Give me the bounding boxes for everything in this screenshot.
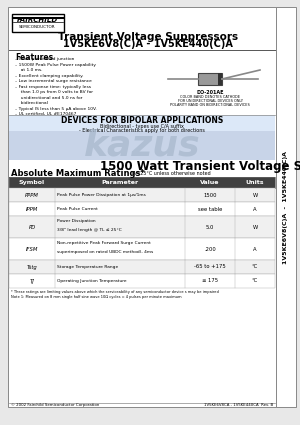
Text: – Typical IS less than 5 µA above 10V.: – Typical IS less than 5 µA above 10V. — [15, 107, 97, 110]
Text: – Fast response time: typically less: – Fast response time: typically less — [15, 85, 91, 88]
Text: W: W — [252, 193, 258, 198]
Bar — [9, 131, 275, 160]
Text: Value: Value — [200, 180, 220, 185]
Text: .200: .200 — [204, 246, 216, 252]
Text: FOR UNIDIRECTIONAL DEVICES ONLY: FOR UNIDIRECTIONAL DEVICES ONLY — [178, 99, 242, 103]
Text: COLOR BAND DENOTES CATHODE: COLOR BAND DENOTES CATHODE — [180, 95, 240, 99]
Bar — [9, 202, 275, 216]
Bar — [198, 73, 222, 85]
Text: °C: °C — [252, 278, 258, 283]
Text: Non-repetitive Peak Forward Surge Current: Non-repetitive Peak Forward Surge Curren… — [57, 241, 151, 245]
Text: at 1.0 ms.: at 1.0 ms. — [18, 68, 43, 72]
Text: © 2002 Fairchild Semiconductor Corporation: © 2002 Fairchild Semiconductor Corporati… — [11, 403, 99, 407]
Bar — [218, 73, 222, 85]
Text: Operating Junction Temperature: Operating Junction Temperature — [57, 279, 127, 283]
Text: unidirectional and 5.0 ns for: unidirectional and 5.0 ns for — [18, 96, 83, 99]
Text: W: W — [252, 224, 258, 230]
Text: Absolute Maximum Ratings*: Absolute Maximum Ratings* — [11, 168, 145, 178]
Bar — [9, 202, 275, 216]
Text: DO-201AE: DO-201AE — [196, 90, 224, 95]
Bar — [9, 188, 275, 202]
Text: PPPM: PPPM — [25, 193, 39, 198]
Text: 3/8" lead length @ TL ≤ 25°C: 3/8" lead length @ TL ≤ 25°C — [57, 228, 122, 232]
Text: – 1500W Peak Pulse Power capability: – 1500W Peak Pulse Power capability — [15, 62, 96, 66]
Text: than 1.0 ps from 0 volts to BV for: than 1.0 ps from 0 volts to BV for — [18, 90, 93, 94]
Text: POLARITY BAND ON BIDIRECTIONAL DEVICES: POLARITY BAND ON BIDIRECTIONAL DEVICES — [170, 103, 250, 107]
Text: Symbol: Symbol — [19, 180, 45, 185]
Text: * These ratings are limiting values above which the serviceability of any semico: * These ratings are limiting values abov… — [11, 290, 219, 294]
Text: 1V5KE6V8CA - 1V5KE440CA  Rev. B: 1V5KE6V8CA - 1V5KE440CA Rev. B — [204, 403, 273, 407]
Text: – UL certified, UL #E170467: – UL certified, UL #E170467 — [15, 112, 76, 116]
Bar — [9, 274, 275, 288]
Text: 5.0: 5.0 — [206, 224, 214, 230]
Bar — [9, 188, 275, 202]
Text: 1V5KE6V8(C)A  -  1V5KE440(C)A: 1V5KE6V8(C)A - 1V5KE440(C)A — [284, 150, 289, 264]
Text: – Glass passivated junction: – Glass passivated junction — [15, 57, 74, 61]
Bar — [9, 260, 275, 274]
Bar — [9, 274, 275, 288]
Bar — [9, 216, 275, 238]
Text: Parameter: Parameter — [101, 180, 139, 185]
Text: Peak Pulse Current: Peak Pulse Current — [57, 207, 98, 211]
Text: IFSM: IFSM — [26, 246, 38, 252]
Text: Note 1: Measured on 8 mm single half sine wave 10Ω cycles = 4 pulses per minute : Note 1: Measured on 8 mm single half sin… — [11, 295, 181, 299]
Text: 1V5KE6V8(C)A - 1V5KE440(C)A: 1V5KE6V8(C)A - 1V5KE440(C)A — [63, 39, 233, 49]
Bar — [8, 7, 276, 407]
Text: – Excellent clamping capability.: – Excellent clamping capability. — [15, 74, 83, 77]
Bar — [9, 238, 275, 260]
Text: IPPM: IPPM — [26, 207, 38, 212]
Text: TJ: TJ — [30, 278, 34, 283]
Text: TA=25°C unless otherwise noted: TA=25°C unless otherwise noted — [130, 170, 211, 176]
Text: A: A — [253, 246, 257, 252]
Bar — [9, 260, 275, 274]
Text: Transient Voltage Suppressors: Transient Voltage Suppressors — [58, 32, 238, 42]
Text: Peak Pulse Power Dissipation at 1μs/1ms: Peak Pulse Power Dissipation at 1μs/1ms — [57, 193, 146, 197]
Text: kazus: kazus — [84, 128, 200, 162]
Text: Power Dissipation: Power Dissipation — [57, 219, 96, 223]
Text: 1500 Watt Transient Voltage Suppressors: 1500 Watt Transient Voltage Suppressors — [100, 159, 300, 173]
Text: Features: Features — [15, 53, 53, 62]
Text: -65 to +175: -65 to +175 — [194, 264, 226, 269]
Text: A: A — [253, 207, 257, 212]
Text: – Low incremental surge resistance: – Low incremental surge resistance — [15, 79, 92, 83]
Text: 1500: 1500 — [203, 193, 217, 198]
Text: PD: PD — [28, 224, 36, 230]
Bar — [9, 216, 275, 238]
Bar — [9, 177, 275, 188]
Text: superimposed on rated UBDC method), 4ms: superimposed on rated UBDC method), 4ms — [57, 250, 153, 254]
Bar — [12, 14, 64, 32]
Bar — [276, 7, 296, 407]
Text: FAIRCHILD: FAIRCHILD — [16, 17, 58, 23]
Bar — [9, 238, 275, 260]
Text: see table: see table — [198, 207, 222, 212]
Text: bidirectional: bidirectional — [18, 101, 48, 105]
Bar — [9, 177, 275, 188]
Text: Storage Temperature Range: Storage Temperature Range — [57, 265, 118, 269]
Text: ≤ 175: ≤ 175 — [202, 278, 218, 283]
Text: DEVICES FOR BIPOLAR APPLICATIONS: DEVICES FOR BIPOLAR APPLICATIONS — [61, 116, 223, 125]
Text: - Electrical Characteristics apply for both directions: - Electrical Characteristics apply for b… — [79, 128, 205, 133]
Text: Tstg: Tstg — [27, 264, 38, 269]
Text: SEMICONDUCTOR: SEMICONDUCTOR — [19, 25, 55, 29]
Text: Bidirectional - types use C/A suffix: Bidirectional - types use C/A suffix — [100, 124, 184, 128]
Text: °C: °C — [252, 264, 258, 269]
Bar — [9, 115, 275, 131]
Text: Units: Units — [246, 180, 264, 185]
